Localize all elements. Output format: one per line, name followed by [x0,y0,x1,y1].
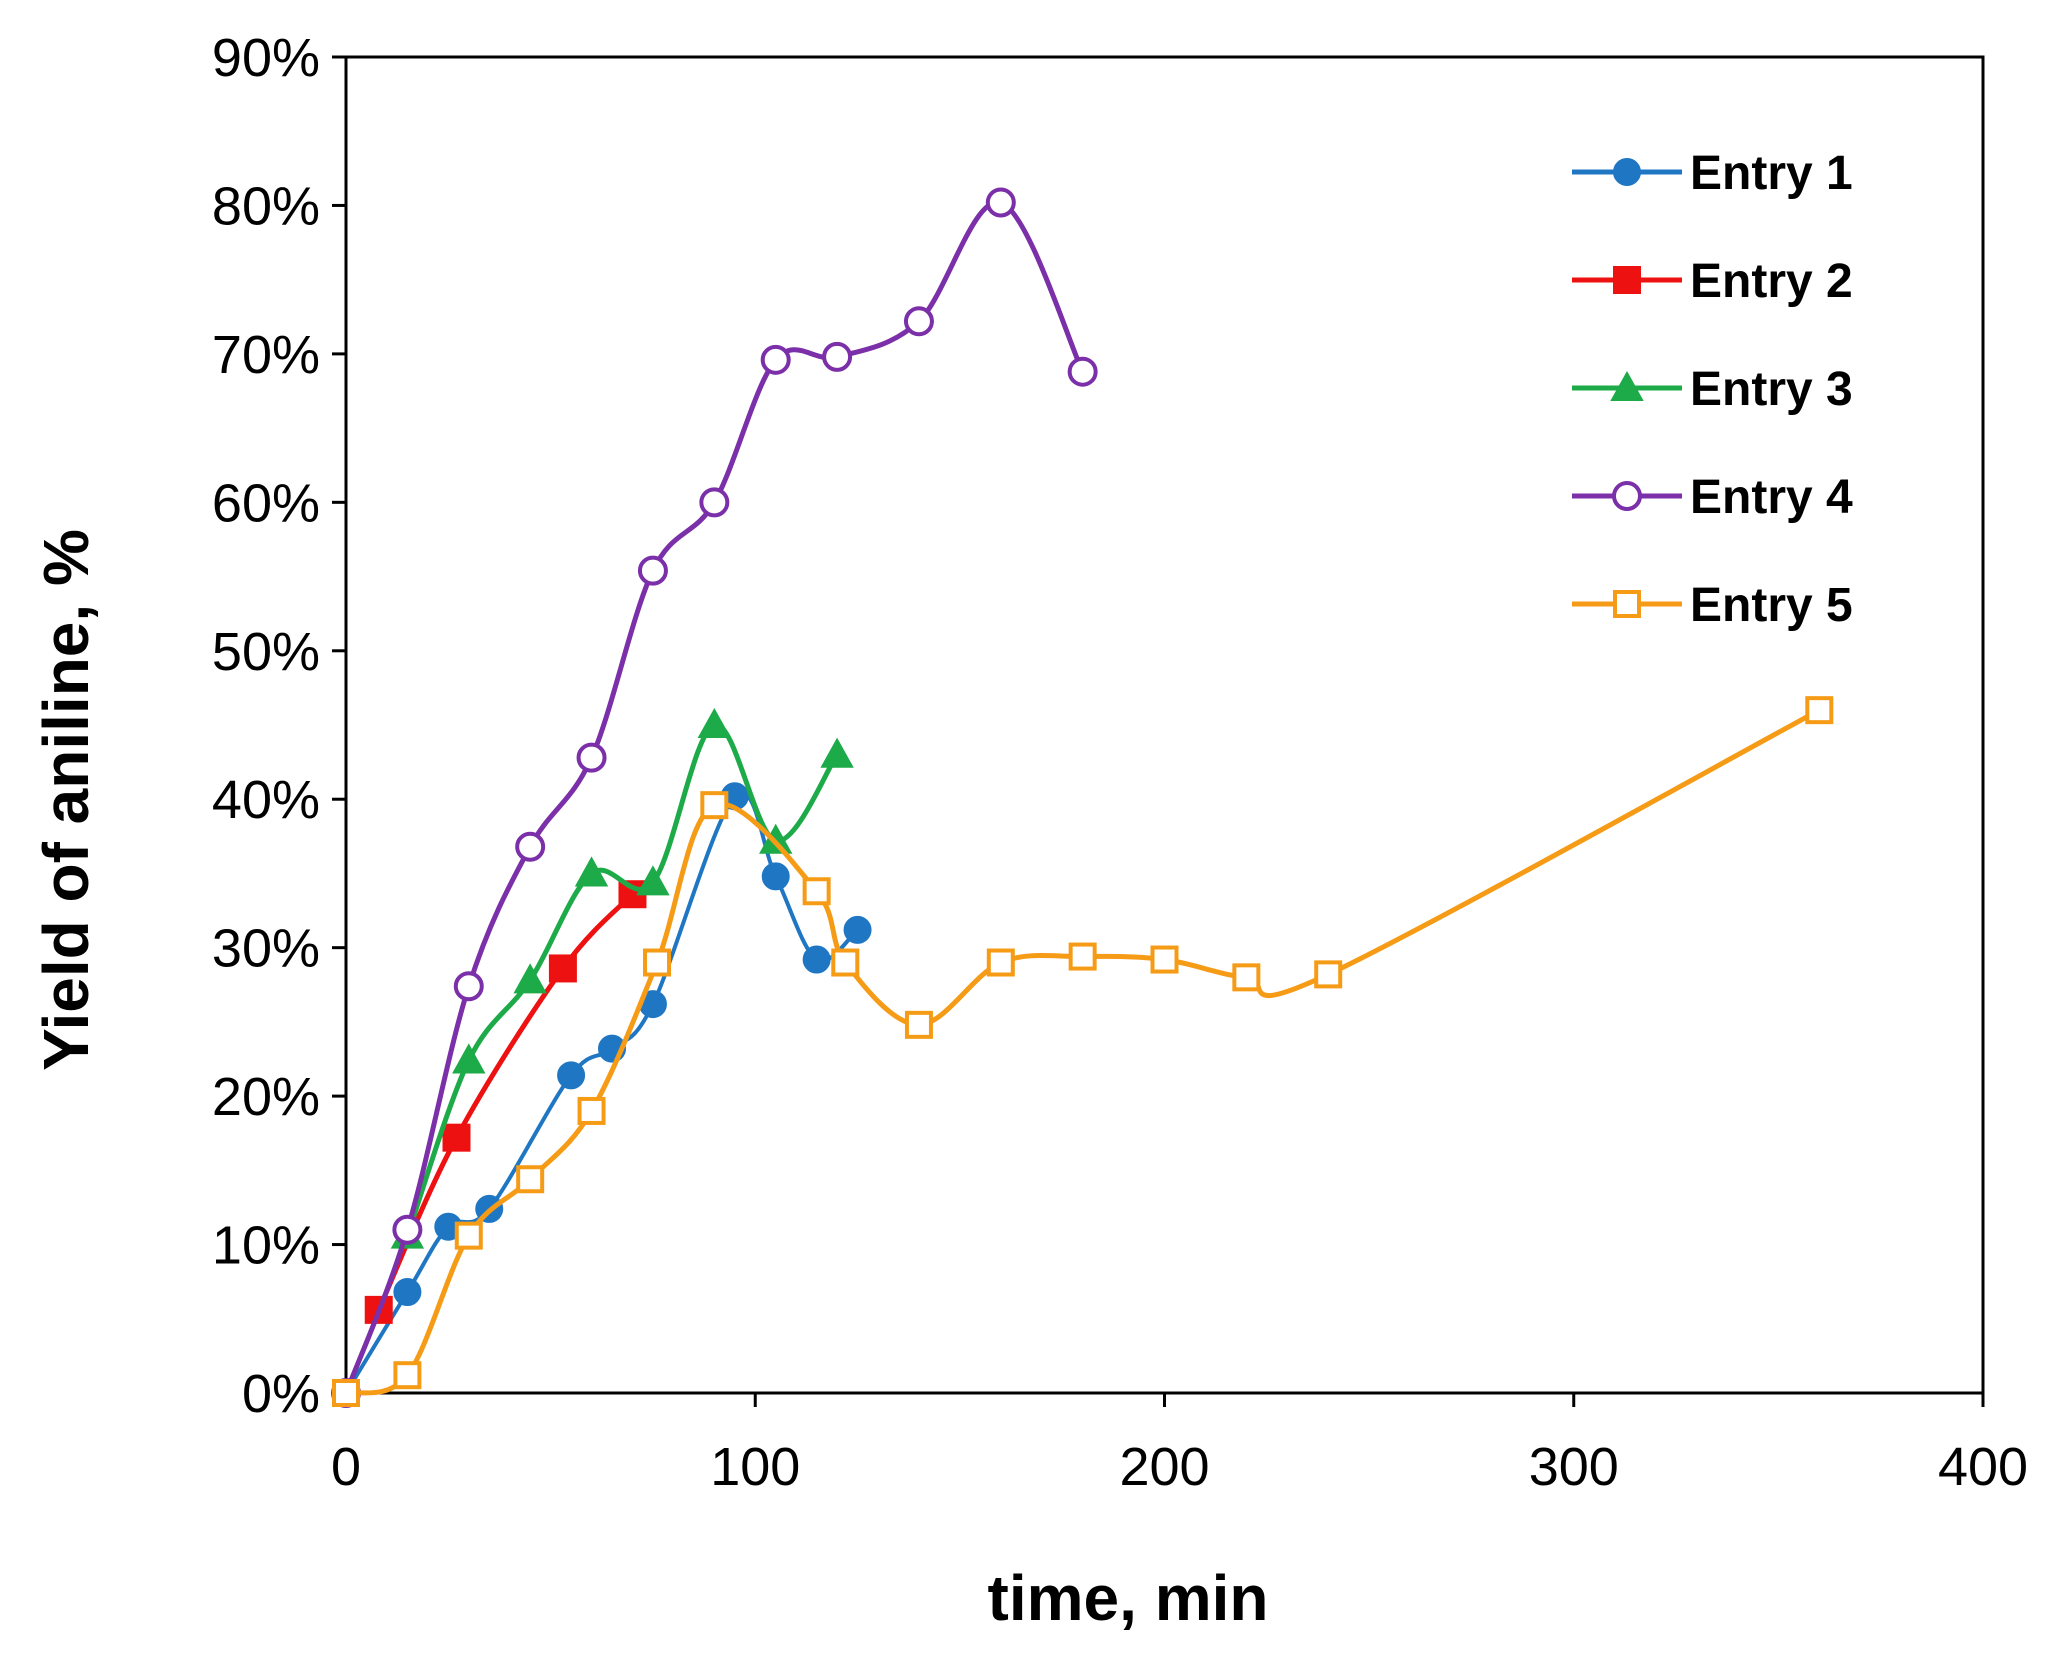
data-point-entry-5 [516,1165,545,1194]
data-point-entry-3 [697,707,732,738]
data-point-entry-4 [515,831,546,862]
x-tick-label: 300 [1529,1437,1619,1497]
data-point-entry-5 [1150,945,1179,974]
x-tick-label: 100 [710,1437,800,1497]
y-tick-label: 30% [212,919,320,979]
legend-marker-entry-3 [1610,370,1644,401]
legend-marker-entry-1 [1613,158,1641,186]
y-tick-label: 60% [212,473,320,533]
legend-item-entry-3: Entry 3 [1572,363,1853,416]
data-point-entry-1 [393,1278,422,1307]
y-tick-label: 70% [212,325,320,385]
legend-item-entry-4: Entry 4 [1572,471,1853,524]
data-point-entry-4 [576,742,607,773]
x-tick-label: 200 [1119,1437,1209,1497]
data-point-entry-4 [699,487,730,518]
x-tick-label: 400 [1938,1437,2028,1497]
data-point-entry-3 [452,1043,486,1074]
legend-item-entry-5: Entry 5 [1572,579,1853,632]
data-point-entry-1 [802,945,831,974]
data-point-entry-5 [1314,960,1343,989]
series-entry-5 [332,696,1834,1407]
y-tick-label: 0% [242,1364,320,1424]
y-tick-label: 10% [212,1216,320,1276]
data-point-entry-5 [1805,696,1834,725]
y-axis-title: Yield of aniline, % [30,529,102,1071]
axis-ticks: 0% 10% 20% 30% 40% 50% 60% 70% 80% 90% 0 100 200 300 4… [212,28,2028,1497]
data-point-entry-4 [453,971,484,1002]
data-point-entry-4 [760,344,791,375]
data-point-entry-3 [820,737,854,768]
data-point-entry-5 [700,791,729,820]
series-layer [331,187,1834,1408]
data-point-entry-5 [454,1221,483,1250]
legend: Entry 1 Entry 2 Entry 3 Entry 4 Entry 5 [1572,147,1853,632]
data-point-entry-4 [392,1214,423,1245]
legend-label-entry-2: Entry 2 [1690,255,1853,308]
legend-label-entry-1: Entry 1 [1690,147,1853,200]
data-point-entry-2 [548,954,577,983]
legend-marker-entry-4 [1612,481,1642,511]
data-point-entry-5 [986,948,1015,977]
data-point-entry-1 [761,862,790,891]
data-point-entry-1 [843,915,872,944]
data-point-entry-4 [822,341,853,372]
data-point-entry-5 [332,1379,360,1407]
data-point-entry-5 [802,877,831,906]
data-point-entry-3 [574,856,609,887]
data-point-entry-5 [904,1010,933,1039]
data-point-entry-5 [643,948,672,977]
y-tick-label: 40% [212,770,320,830]
legend-item-entry-2: Entry 2 [1572,255,1853,308]
data-point-entry-5 [831,948,860,977]
legend-label-entry-5: Entry 5 [1690,579,1853,632]
data-point-entry-5 [1232,963,1261,992]
data-point-entry-2 [442,1123,471,1152]
data-point-entry-3 [513,963,547,994]
data-point-entry-3 [636,865,670,896]
y-tick-label: 20% [212,1067,320,1127]
x-tick-label: 0 [331,1437,361,1497]
y-tick-label: 80% [212,176,320,236]
y-tick-label: 50% [212,622,320,682]
legend-marker-entry-5 [1613,590,1641,618]
y-tick-label: 90% [212,28,320,88]
data-point-entry-4 [903,306,934,337]
data-point-entry-5 [577,1096,606,1125]
data-point-entry-4 [637,555,668,586]
data-point-entry-4 [1067,356,1098,387]
series-entry-4 [331,187,1098,1408]
data-point-entry-5 [1068,942,1097,971]
legend-label-entry-3: Entry 3 [1690,363,1853,416]
data-point-entry-1 [557,1061,586,1090]
series-line-entry-4 [343,199,1086,1396]
data-point-entry-4 [985,187,1016,218]
legend-marker-entry-2 [1613,266,1641,294]
legend-label-entry-4: Entry 4 [1690,471,1853,524]
x-axis-title: time, min [988,1562,1269,1634]
legend-item-entry-1: Entry 1 [1572,147,1853,200]
data-point-entry-5 [393,1361,422,1390]
